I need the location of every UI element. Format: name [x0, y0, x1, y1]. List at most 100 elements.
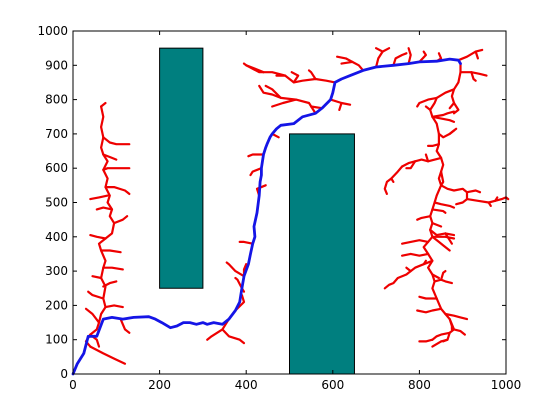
- x-tick-label: 600: [321, 378, 344, 392]
- tree-branch-30: [249, 167, 263, 177]
- tree-branch-83: [431, 235, 456, 240]
- tree-branch-62: [431, 115, 456, 124]
- tree-branch-34: [264, 84, 282, 100]
- tree-branch-41: [245, 64, 265, 74]
- tree-branch-96: [452, 328, 466, 336]
- tree-branch-89: [422, 259, 427, 266]
- obstacle-2: [289, 133, 355, 375]
- tree-branch-16: [91, 275, 103, 280]
- tree-branch-72: [440, 184, 469, 206]
- tree-branch-65: [427, 143, 440, 147]
- tree-branch-8: [89, 234, 107, 240]
- tree-branch-21: [221, 318, 246, 345]
- tree-branch-18: [119, 318, 131, 334]
- tree-branch-67: [424, 153, 430, 163]
- tree-branch-24: [225, 261, 246, 278]
- tree-branch-13: [87, 290, 105, 300]
- tree-branch-76: [494, 196, 499, 202]
- tree-branch-81: [429, 228, 456, 237]
- tree-branch-20: [89, 345, 127, 365]
- tree-branch-95: [444, 312, 469, 321]
- tree-branch-98: [431, 331, 451, 341]
- tree-branch-90: [431, 273, 440, 280]
- tree-branch-45: [381, 47, 391, 53]
- tree-branch-2: [102, 136, 131, 146]
- tree-branch-3: [102, 153, 118, 161]
- tree-branch-43: [340, 60, 354, 65]
- tree-branch-97: [448, 318, 453, 331]
- tree-branch-64: [448, 127, 458, 135]
- tree-branches: [84, 47, 510, 365]
- tree-branch-46: [392, 52, 408, 67]
- y-tick-label: 700: [45, 127, 68, 141]
- y-tick-label: 800: [45, 93, 68, 107]
- tree-branch-53: [338, 101, 343, 112]
- solution-path: [71, 57, 462, 376]
- x-tick-label: 400: [235, 378, 258, 392]
- tree-branch-85: [401, 239, 430, 245]
- x-tick-label: 1000: [491, 378, 522, 392]
- tree-branch-61: [431, 110, 456, 118]
- tree-branch-71: [440, 170, 445, 187]
- tree-branch-11: [84, 307, 101, 324]
- axis-ticks: 0 200 400 600 800 1000 0 100 200 300 400 500 600 700 8…: [37, 24, 521, 392]
- tree-branch-84: [431, 235, 451, 252]
- tree-branch-91: [433, 278, 453, 285]
- y-tick-label: 100: [45, 333, 68, 347]
- tree-branch-5: [89, 194, 109, 201]
- tree-branch-10: [102, 266, 124, 271]
- x-tick-label: 200: [148, 378, 171, 392]
- y-tick-label: 600: [45, 161, 68, 175]
- tree-branch-22: [206, 328, 224, 341]
- tree-branch-9: [112, 215, 129, 225]
- tree-branch-28: [238, 240, 254, 245]
- tree-branch-86: [401, 252, 430, 257]
- tree-branch-94: [416, 307, 443, 314]
- obstacle-1: [159, 47, 204, 289]
- path-line: [71, 57, 462, 376]
- tree-branch-59: [416, 96, 438, 108]
- tree-branch-100: [431, 340, 443, 348]
- tree-branch-47: [407, 47, 412, 65]
- tree-branch-82: [444, 232, 453, 245]
- tree-branch-36: [271, 98, 298, 108]
- tree-branch-80: [431, 222, 443, 228]
- tree-branch-57: [448, 88, 456, 110]
- tree-branch-66: [401, 156, 443, 168]
- tree-branch-69: [383, 165, 404, 195]
- tree-branch-77: [433, 201, 456, 209]
- tree-branch-51: [474, 50, 479, 60]
- tree-branch-7: [95, 206, 114, 211]
- obstacles: [159, 47, 355, 375]
- tree-branch-25: [234, 276, 243, 290]
- tree-branch-93: [418, 295, 438, 300]
- tree-branch-29: [247, 153, 265, 158]
- tree-branch-75: [487, 201, 492, 207]
- tree-branch-6: [102, 167, 131, 171]
- y-tick-label: 900: [45, 58, 68, 72]
- tree-branch-19: [99, 101, 107, 108]
- tree-branch-44: [375, 47, 384, 69]
- tree-branch-101: [418, 338, 434, 343]
- tree-branch-99: [440, 338, 449, 343]
- tree-branch-4: [104, 186, 131, 195]
- tree-branch-38: [307, 69, 317, 81]
- y-tick-label: 300: [45, 264, 68, 278]
- tree-branch-14: [102, 280, 118, 288]
- x-tick-label: 800: [408, 378, 431, 392]
- tree-branch-68: [405, 160, 417, 170]
- tree-branch-58: [452, 101, 460, 115]
- tree-branch-48: [418, 50, 427, 64]
- tree-branch-79: [416, 215, 432, 221]
- tree-branch-87: [383, 259, 434, 290]
- tree-branch-12: [104, 304, 124, 309]
- tree-branch-39: [290, 71, 300, 84]
- tree-branch-73: [465, 189, 482, 194]
- tree-branch-88: [405, 266, 412, 273]
- y-tick-label: 200: [45, 298, 68, 312]
- tree-branch-60: [424, 105, 432, 112]
- tree-branch-78: [431, 208, 447, 214]
- x-tick-label: 0: [69, 378, 77, 392]
- tree-branch-56: [470, 71, 477, 82]
